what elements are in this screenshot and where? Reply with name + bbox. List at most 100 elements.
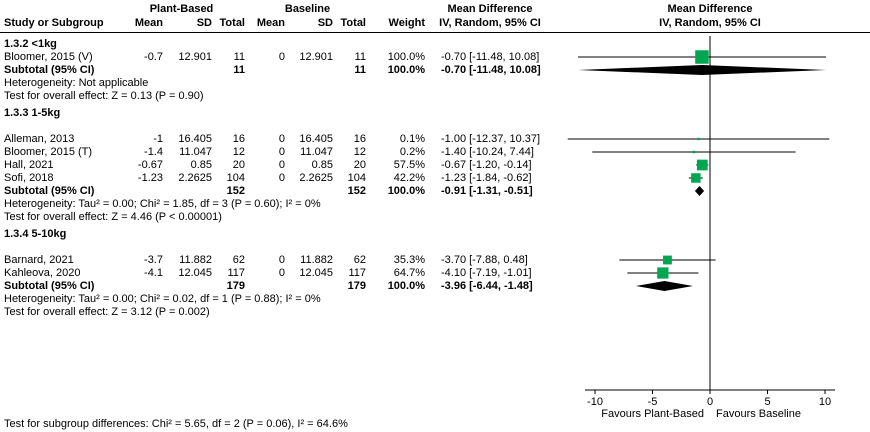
column-group-plant-based: Plant-Based	[149, 3, 214, 15]
plant-sd: 12.901	[178, 51, 212, 63]
subtotal-ci-text: -0.70 [-11.48, 10.08]	[441, 64, 541, 76]
baseline-sd: 12.045	[299, 267, 333, 279]
heterogeneity-note: Heterogeneity: Not applicable	[4, 77, 149, 89]
ci-text: -1.40 [-10.24, 7.44]	[441, 146, 534, 158]
plant-sd: 11.047	[179, 146, 212, 158]
heterogeneity-note: Heterogeneity: Tau² = 0.00; Chi² = 0.02,…	[4, 293, 321, 305]
study-name: Bloomer, 2015 (T)	[4, 146, 93, 158]
baseline-mean: 0	[278, 51, 285, 63]
column-header-plant-mean: Mean	[134, 17, 163, 29]
effect-square	[697, 137, 700, 141]
subtotal-plant-total: 179	[226, 280, 245, 292]
overall-effect-note: Test for overall effect: Z = 0.13 (P = 0…	[4, 90, 204, 102]
baseline-mean: 0	[278, 146, 285, 158]
heterogeneity-note: Heterogeneity: Tau² = 0.00; Chi² = 1.85,…	[4, 198, 321, 210]
ci-text: -1.23 [-1.84, -0.62]	[441, 172, 532, 184]
column-header-plant-sd: SD	[196, 17, 212, 29]
column-header-plant-total: Total	[219, 17, 245, 29]
baseline-mean: 0	[278, 254, 285, 266]
subtotal-diamond	[577, 65, 826, 75]
study-name: Barnard, 2021	[4, 254, 74, 266]
subtotal-diamond	[635, 281, 693, 291]
subgroup-differences-note: Test for subgroup differences: Chi² = 5.…	[4, 418, 348, 430]
subgroup-label: 1.3.2 <1kg	[4, 38, 57, 50]
weight-value: 0.2%	[399, 146, 425, 158]
plant-mean: -0.67	[137, 159, 163, 171]
axis-tick-label: -10	[587, 396, 603, 408]
weight-value: 35.3%	[393, 254, 425, 266]
subtotal-weight: 100.0%	[387, 64, 425, 76]
subtotal-label: Subtotal (95% CI)	[4, 185, 95, 197]
baseline-total: 11	[354, 51, 366, 63]
baseline-sd: 11.047	[300, 146, 333, 158]
subtotal-plant-total: 152	[226, 185, 245, 197]
baseline-total: 16	[353, 133, 366, 145]
baseline-total: 12	[353, 146, 366, 158]
effect-square	[691, 173, 701, 183]
subgroup-label: 1.3.3 1-5kg	[4, 107, 61, 119]
plant-mean: -4.1	[144, 267, 163, 279]
column-header-baseline-sd: SD	[317, 17, 333, 29]
subtotal-weight: 100.0%	[387, 185, 425, 197]
plant-total: 62	[232, 254, 245, 266]
baseline-total: 20	[353, 159, 366, 171]
baseline-total: 104	[347, 172, 366, 184]
baseline-sd: 11.882	[300, 254, 333, 266]
plant-sd: 11.882	[179, 254, 212, 266]
weight-value: 64.7%	[393, 267, 425, 279]
plant-sd: 12.045	[178, 267, 212, 279]
plant-total: 20	[232, 159, 245, 171]
axis-tick-label: 10	[819, 396, 831, 408]
subgroup-label: 1.3.4 5-10kg	[4, 228, 67, 240]
column-group-mean-difference-text: Mean Difference	[447, 3, 533, 15]
ci-text: -4.10 [-7.19, -1.01]	[441, 267, 532, 279]
effect-square	[663, 255, 672, 265]
column-group-baseline: Baseline	[284, 3, 331, 15]
study-name: Sofi, 2018	[4, 172, 54, 184]
overall-effect-note: Test for overall effect: Z = 4.46 (P < 0…	[4, 211, 222, 223]
baseline-total: 62	[353, 254, 366, 266]
ci-text: -0.67 [-1.20, -0.14]	[441, 159, 532, 171]
overall-effect-note: Test for overall effect: Z = 3.12 (P = 0…	[4, 306, 210, 318]
plant-mean: -0.7	[144, 51, 163, 63]
ci-text: -0.70 [-11.48, 10.08]	[441, 51, 540, 63]
baseline-sd: 2.2625	[299, 172, 333, 184]
axis-tick-label: 5	[764, 396, 770, 408]
effect-square	[695, 50, 709, 64]
plant-mean: -1	[153, 133, 163, 145]
subtotal-weight: 100.0%	[387, 280, 425, 292]
favours-right-label: Favours Baseline	[716, 408, 801, 420]
header-divider	[0, 32, 870, 33]
plant-total: 12	[232, 146, 245, 158]
ci-text: -3.70 [-7.88, 0.48]	[441, 254, 528, 266]
plant-mean: -1.4	[144, 146, 163, 158]
favours-left-label: Favours Plant-Based	[601, 408, 704, 420]
subtotal-baseline-total: 152	[347, 185, 366, 197]
plant-total: 104	[226, 172, 245, 184]
column-group-mean-difference-plot: Mean Difference	[667, 3, 753, 15]
study-name: Alleman, 2013	[4, 133, 75, 145]
baseline-mean: 0	[278, 267, 285, 279]
axis-tick-label: 0	[707, 396, 713, 408]
plant-sd: 0.85	[190, 159, 212, 171]
column-header-weight: Weight	[388, 17, 425, 29]
baseline-sd: 16.405	[299, 133, 333, 145]
ci-text: -1.00 [-12.37, 10.37]	[441, 133, 541, 145]
column-header-study: Study or Subgroup	[4, 17, 104, 29]
weight-value: 100.0%	[387, 51, 425, 63]
subtotal-baseline-total: 11	[354, 64, 366, 76]
baseline-mean: 0	[278, 133, 285, 145]
effect-square	[696, 159, 708, 171]
column-header-ci-method-text: IV, Random, 95% CI	[439, 17, 541, 29]
baseline-mean: 0	[278, 159, 285, 171]
weight-value: 0.1%	[399, 133, 425, 145]
axis-tick-label: -5	[648, 396, 658, 408]
plant-total: 11	[233, 51, 245, 63]
weight-value: 42.2%	[393, 172, 425, 184]
plant-mean: -1.23	[137, 172, 163, 184]
baseline-sd: 0.85	[311, 159, 333, 171]
plant-total: 16	[232, 133, 245, 145]
subtotal-plant-total: 11	[233, 64, 245, 76]
